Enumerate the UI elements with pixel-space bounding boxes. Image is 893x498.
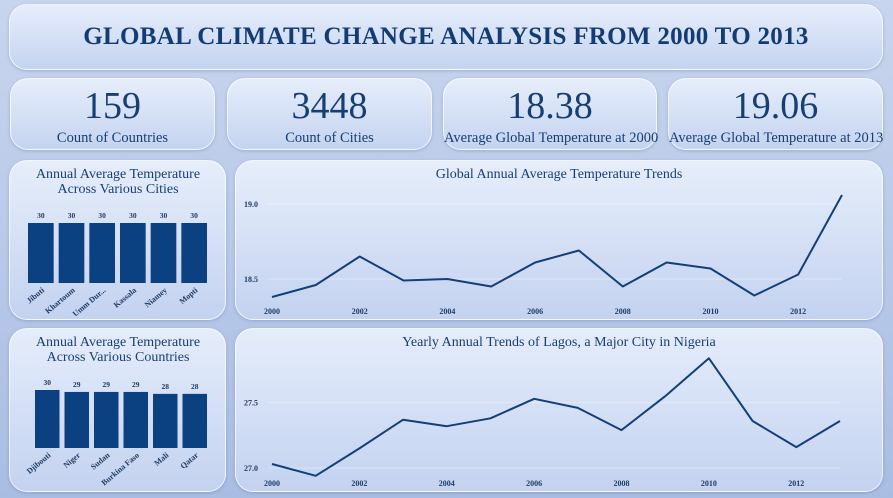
- kpi-value-temp-2013: 19.06: [732, 85, 819, 127]
- kpi-value-countries: 159: [84, 85, 141, 127]
- category-label: Niamey: [143, 286, 169, 310]
- x-tick-label: 2002: [351, 479, 367, 488]
- category-label: Niger: [62, 450, 83, 469]
- x-tick-label: 2000: [264, 479, 280, 488]
- category-label: Umm Dur...: [71, 286, 108, 319]
- global-trend-chart-panel: Global Annual Average Temperature Trends…: [235, 160, 883, 320]
- dashboard-title: GLOBAL CLIMATE CHANGE ANALYSIS FROM 2000…: [83, 23, 809, 50]
- kpi-label-temp-2013: Average Global Temperature at 2013: [669, 130, 884, 146]
- kpi-value-temp-2000: 18.38: [507, 85, 593, 127]
- bar-value-label: 28: [191, 382, 199, 391]
- lagos-trend-chart-panel: Yearly Annual Trends of Lagos, a Major C…: [235, 328, 883, 492]
- x-tick-label: 2002: [352, 307, 368, 316]
- bar-5[interactable]: [181, 223, 207, 283]
- bar-value-label: 30: [190, 211, 198, 220]
- lagos-trend-line-chart: 27.0 27.5 2000 2002 2004 2006 2008 2010 2012: [244, 357, 841, 488]
- bar-value-label: 29: [73, 380, 81, 389]
- bar-value-label: 30: [68, 211, 76, 220]
- kpi-card-countries: 159 Count of Countries: [10, 78, 215, 150]
- bar-4[interactable]: [153, 393, 178, 448]
- category-label: Sudan: [89, 450, 112, 471]
- kpi-card-temp-2013: 19.06 Average Global Temperature at 2013: [668, 78, 883, 150]
- category-label: Jibuti: [25, 285, 47, 305]
- series-line[interactable]: [271, 357, 841, 477]
- category-label: Djibouti: [25, 450, 53, 476]
- kpi-card-temp-2000: 18.38 Average Global Temperature at 2000: [443, 78, 659, 150]
- countries-bar-chart-panel: Annual Average Temperature Across Variou…: [9, 328, 226, 492]
- bar-1[interactable]: [64, 391, 90, 448]
- kpi-value-cities: 3448: [291, 85, 368, 127]
- x-tick-label: 2010: [702, 307, 718, 316]
- bar-5[interactable]: [182, 393, 208, 448]
- bar-value-label: 29: [103, 380, 111, 389]
- kpi-label-cities: Count of Cities: [285, 130, 374, 146]
- bar-3[interactable]: [123, 391, 149, 448]
- bar-value-label: 30: [44, 378, 52, 387]
- bar-0[interactable]: [28, 223, 54, 283]
- kpi-label-countries: Count of Countries: [56, 130, 169, 146]
- x-tick-label: 2006: [527, 307, 543, 316]
- title-bar: GLOBAL CLIMATE CHANGE ANALYSIS FROM 2000…: [9, 4, 883, 70]
- y-tick-label: 19.0: [244, 200, 258, 209]
- bar-value-label: 29: [132, 380, 140, 389]
- category-label: Mopti: [178, 285, 200, 306]
- x-tick-label: 2010: [701, 479, 717, 488]
- y-tick-label: 27.5: [244, 399, 258, 408]
- y-tick-label: 27.0: [244, 464, 258, 473]
- bar-value-label: 28: [162, 382, 170, 391]
- series-line[interactable]: [271, 194, 843, 298]
- bar-value-label: 30: [160, 211, 168, 220]
- x-tick-label: 2008: [615, 307, 631, 316]
- x-tick-label: 2008: [614, 479, 630, 488]
- bar-0[interactable]: [35, 390, 60, 448]
- category-label: Qatar: [179, 450, 201, 470]
- cities-chart-title: Annual Average Temperature Across Variou…: [35, 167, 201, 197]
- bar-value-label: 30: [98, 211, 106, 220]
- x-tick-label: 2004: [439, 479, 455, 488]
- x-tick-label: 2012: [790, 307, 806, 316]
- x-tick-label: 2012: [788, 479, 804, 488]
- countries-chart-title: Annual Average Temperature Across Variou…: [35, 335, 201, 365]
- y-tick-label: 18.5: [244, 275, 258, 284]
- cities-bar-chart-panel: Annual Average Temperature Across Variou…: [9, 160, 226, 320]
- global-trend-chart-title: Global Annual Average Temperature Trends: [435, 167, 683, 182]
- x-tick-label: 2000: [264, 307, 280, 316]
- bar-3[interactable]: [120, 223, 146, 283]
- kpi-label-temp-2000: Average Global Temperature at 2000: [444, 130, 659, 146]
- bar-2[interactable]: [94, 391, 119, 448]
- bar-1[interactable]: [58, 223, 85, 283]
- kpi-card-cities: 3448 Count of Cities: [227, 78, 432, 150]
- category-label: Kassala: [112, 286, 138, 310]
- bar-value-label: 30: [37, 211, 45, 220]
- bar-4[interactable]: [150, 223, 177, 283]
- bar-value-label: 30: [129, 211, 137, 220]
- lagos-trend-chart-title: Yearly Annual Trends of Lagos, a Major C…: [402, 335, 716, 350]
- bar-2[interactable]: [89, 223, 115, 283]
- category-label: Mali: [152, 450, 171, 468]
- global-trend-line-chart: 18.5 19.0 2000 2002 2004 2006 2008 2010 2012: [244, 194, 843, 316]
- x-tick-label: 2004: [439, 307, 455, 316]
- x-tick-label: 2006: [526, 479, 542, 488]
